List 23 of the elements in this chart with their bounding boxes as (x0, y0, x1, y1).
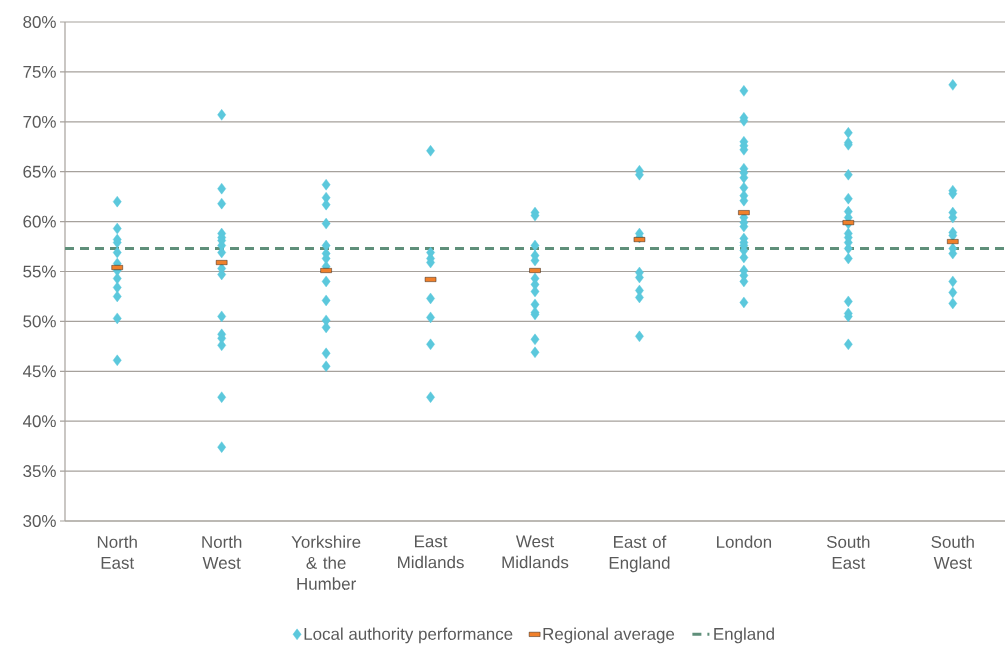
y-tick-label: 35% (23, 465, 56, 478)
x-tick-label: North West (202, 535, 242, 569)
y-tick-label: 45% (22, 365, 56, 378)
x-tick-label: South West (931, 535, 974, 569)
y-tick-label: 75% (23, 65, 56, 78)
y-tick-label: 80% (23, 16, 56, 28)
legend-label: Local authority performance (304, 627, 513, 644)
y-tick-label: 70% (23, 115, 56, 128)
legend-label: England (714, 627, 774, 644)
x-tick-label: South East (826, 535, 870, 569)
y-tick-label: 55% (23, 265, 56, 278)
x-tick-label: North East (97, 535, 137, 569)
x-tick-label: East Midlands (398, 535, 464, 569)
y-tick-label: 65% (23, 165, 56, 178)
x-tick-label: East of England (609, 535, 670, 573)
legend-label: Regional average (543, 627, 675, 644)
x-tick-label: London (717, 535, 772, 548)
x-tick-label: Yorkshire & the Humber (291, 535, 361, 590)
x-tick-label: West Midlands (502, 535, 569, 569)
y-tick-label: 30% (23, 515, 56, 527)
y-tick-label: 40% (22, 415, 56, 428)
y-tick-label: 60% (23, 215, 56, 228)
y-tick-label: 50% (23, 315, 56, 328)
